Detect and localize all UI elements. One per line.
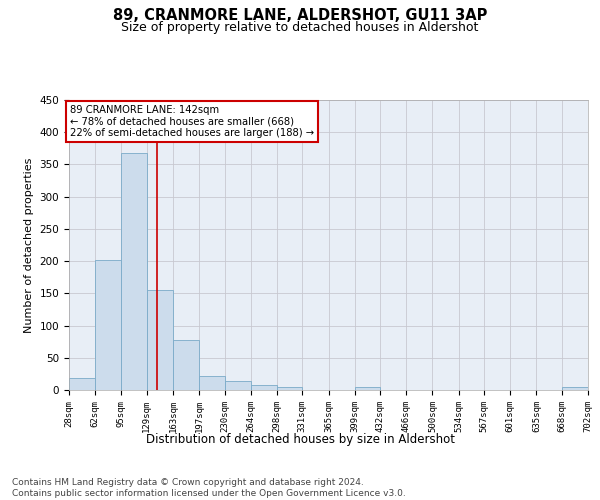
Bar	[562, 387, 588, 390]
Bar	[355, 387, 380, 390]
Bar	[173, 340, 199, 390]
Bar	[224, 381, 251, 390]
Bar	[199, 376, 224, 390]
Text: Size of property relative to detached houses in Aldershot: Size of property relative to detached ho…	[121, 22, 479, 35]
Text: 89 CRANMORE LANE: 142sqm
← 78% of detached houses are smaller (668)
22% of semi-: 89 CRANMORE LANE: 142sqm ← 78% of detach…	[70, 104, 314, 138]
Bar	[69, 378, 95, 390]
Text: Contains HM Land Registry data © Crown copyright and database right 2024.
Contai: Contains HM Land Registry data © Crown c…	[12, 478, 406, 498]
Bar	[121, 153, 147, 390]
Bar	[147, 290, 173, 390]
Text: Distribution of detached houses by size in Aldershot: Distribution of detached houses by size …	[146, 432, 455, 446]
Bar	[95, 260, 121, 390]
Text: 89, CRANMORE LANE, ALDERSHOT, GU11 3AP: 89, CRANMORE LANE, ALDERSHOT, GU11 3AP	[113, 8, 487, 22]
Y-axis label: Number of detached properties: Number of detached properties	[24, 158, 34, 332]
Bar	[251, 385, 277, 390]
Bar	[277, 387, 302, 390]
